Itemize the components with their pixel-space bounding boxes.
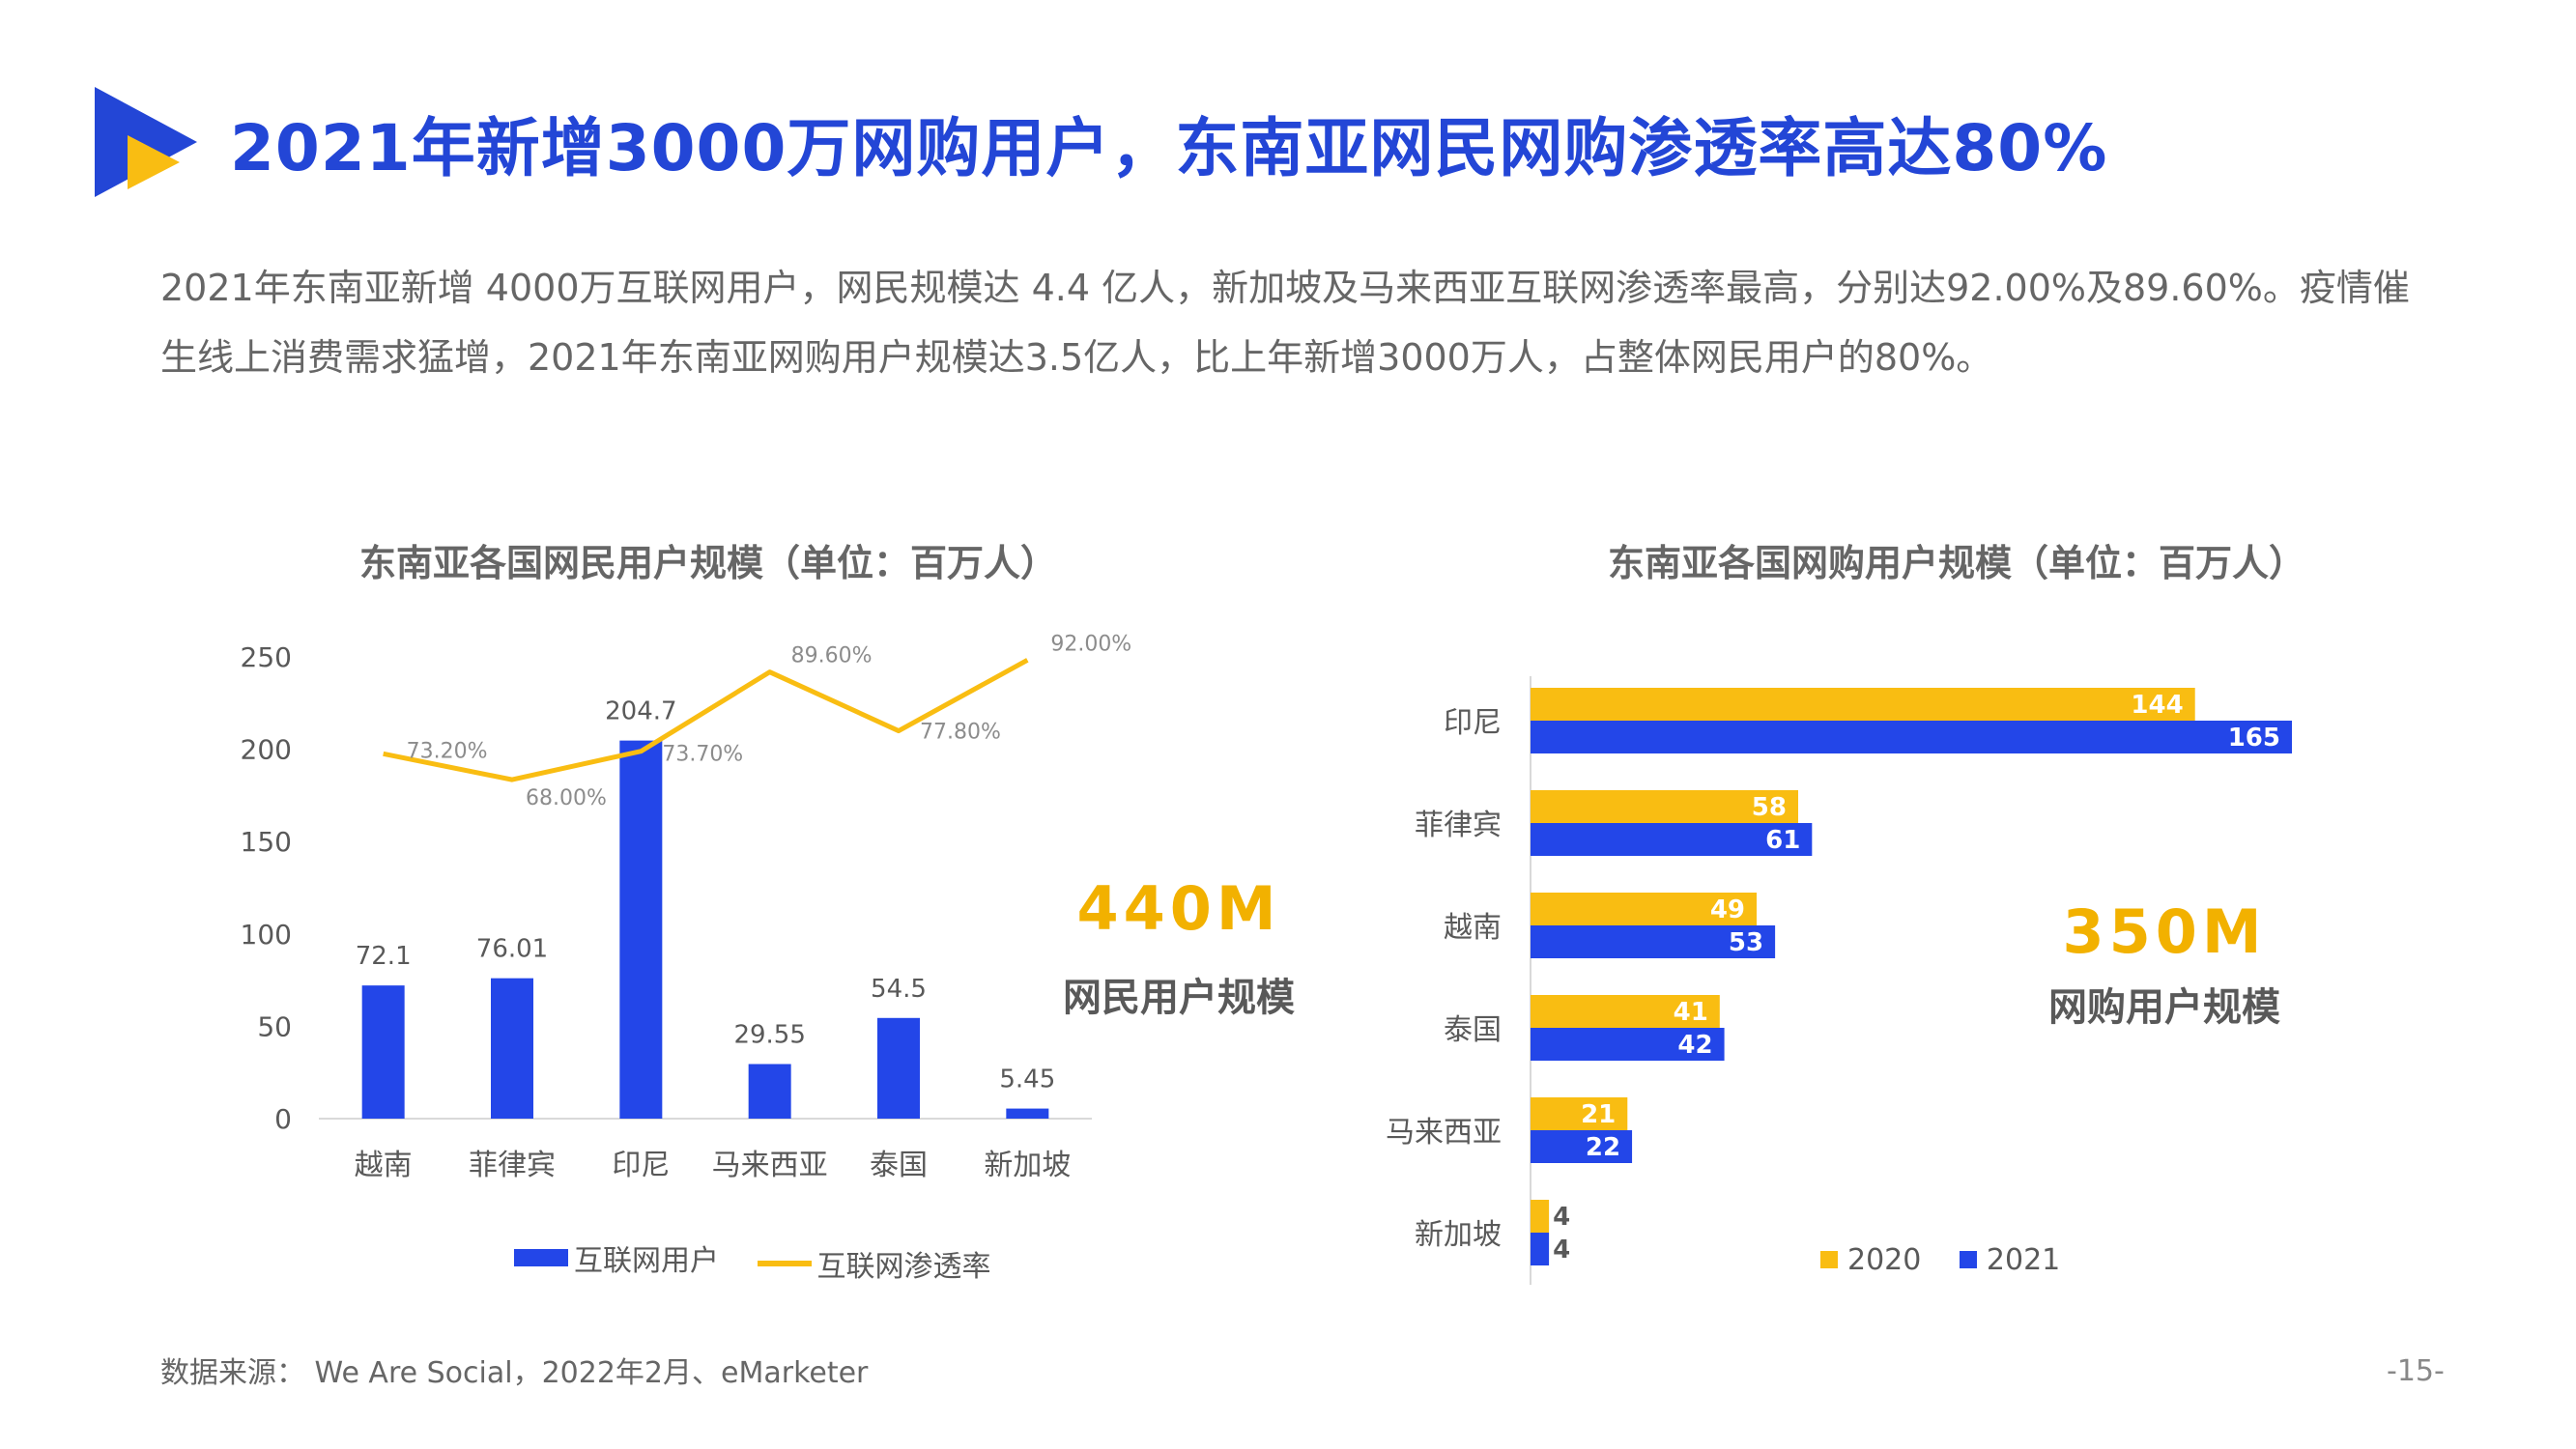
line-penetration-rate <box>383 658 1029 782</box>
line-data-label: 89.60% <box>791 644 873 668</box>
bar-data-label: 4 <box>1553 1236 1570 1264</box>
bar-data-label: 49 <box>1710 895 1745 924</box>
y-tick-label: 泰国 <box>1444 1013 1502 1047</box>
legend-label: 互联网渗透率 <box>816 1250 991 1284</box>
y-tick-label: 250 <box>241 641 292 673</box>
legend-label: 2021 <box>1986 1242 2061 1277</box>
bar-2021 <box>1531 925 1776 958</box>
left-chart-legend: 互联网用户 互联网渗透率 <box>514 1236 1020 1285</box>
bar-data-label: 5.45 <box>999 1065 1055 1094</box>
bar-data-label: 42 <box>1677 1031 1712 1060</box>
kpi-internet-users-label: 网民用户规模 <box>1063 976 1295 1020</box>
kpi-online-shoppers-value: 350M <box>2062 896 2267 967</box>
bar-data-label: 76.01 <box>476 935 548 964</box>
line-data-label: 92.00% <box>1050 632 1131 656</box>
bar-data-label: 4 <box>1553 1203 1570 1232</box>
brand-logo-icon <box>95 87 197 197</box>
bar-data-label: 54.5 <box>871 975 927 1004</box>
bar-data-label: 58 <box>1752 793 1787 822</box>
legend-item-2021: 2021 <box>1959 1242 2061 1277</box>
legend-swatch-line <box>757 1261 812 1266</box>
line-data-label: 73.70% <box>662 743 743 767</box>
bar-2020 <box>1531 688 2195 721</box>
left-combo-chart: 0 50 100 150 200 250 越南 菲律宾 印尼 马来西亚 泰国 新加坡 72.1 76.01… <box>241 632 1132 1182</box>
bar-data-label: 29.55 <box>733 1021 805 1050</box>
bar-data-label: 41 <box>1674 998 1708 1027</box>
bar-2020 <box>1531 1200 1550 1233</box>
line-data-label: 68.00% <box>526 786 607 810</box>
right-chart-title: 东南亚各国网购用户规模（单位：百万人） <box>1608 542 2306 584</box>
bar-data-label: 21 <box>1581 1100 1616 1129</box>
legend-label: 2020 <box>1847 1242 1922 1277</box>
left-chart-title: 东南亚各国网民用户规模（单位：百万人） <box>359 542 1058 584</box>
y-tick-label: 0 <box>274 1103 292 1135</box>
legend-item-internet-users: 互联网用户 <box>514 1236 719 1279</box>
bar-2021 <box>1531 1233 1550 1265</box>
y-tick-label: 马来西亚 <box>1386 1116 1502 1150</box>
y-tick-label: 新加坡 <box>1415 1218 1502 1252</box>
bar-2020 <box>1531 790 1798 823</box>
kpi-internet-users-value: 440M <box>1076 873 1281 944</box>
bar-internet-users <box>361 985 405 1119</box>
x-tick-label: 印尼 <box>612 1149 670 1182</box>
bar-internet-users <box>619 740 663 1119</box>
right-chart-legend: 2020 2021 <box>1820 1242 2089 1277</box>
bar-data-label: 165 <box>2228 724 2280 753</box>
y-tick-label: 50 <box>257 1010 292 1042</box>
legend-swatch-2020 <box>1820 1251 1838 1268</box>
bar-2020 <box>1531 1097 1628 1130</box>
legend-item-penetration-rate: 互联网渗透率 <box>757 1242 991 1285</box>
bar-2021 <box>1531 1028 1725 1061</box>
bar-data-label: 22 <box>1586 1133 1620 1162</box>
x-tick-label: 新加坡 <box>984 1149 1071 1182</box>
y-tick-label: 100 <box>241 919 292 951</box>
intro-paragraph: 2021年东南亚新增 4000万互联网用户，网民规模达 4.4 亿人，新加坡及马… <box>160 267 2410 379</box>
legend-item-2020: 2020 <box>1820 1243 1921 1277</box>
bar-data-label: 53 <box>1729 928 1763 957</box>
line-data-label: 77.80% <box>920 721 1001 745</box>
bar-2021 <box>1531 721 2292 753</box>
legend-label: 互联网用户 <box>574 1244 719 1278</box>
bar-data-label: 72.1 <box>356 942 412 971</box>
x-tick-label: 泰国 <box>870 1149 928 1182</box>
bar-internet-users <box>748 1064 791 1119</box>
legend-swatch-2021 <box>1959 1251 1977 1268</box>
bar-internet-users <box>491 978 533 1119</box>
bar-2020 <box>1531 995 1720 1028</box>
y-tick-label: 200 <box>241 734 292 766</box>
y-tick-label: 越南 <box>1444 911 1502 945</box>
legend-swatch-bar <box>514 1249 568 1266</box>
x-tick-label: 马来西亚 <box>712 1149 828 1182</box>
bar-2021 <box>1531 823 1813 856</box>
kpi-online-shoppers-label: 网购用户规模 <box>2048 985 2280 1030</box>
y-tick-label: 印尼 <box>1444 706 1502 740</box>
y-tick-label: 150 <box>241 826 292 858</box>
bar-2020 <box>1531 893 1758 925</box>
bar-internet-users <box>1006 1108 1049 1119</box>
bar-data-label: 61 <box>1765 826 1800 855</box>
x-tick-label: 菲律宾 <box>469 1149 556 1182</box>
page-number: -15- <box>2387 1354 2445 1388</box>
line-data-label: 73.20% <box>407 739 488 763</box>
bar-data-label: 144 <box>2131 691 2183 720</box>
y-tick-label: 菲律宾 <box>1415 809 1502 842</box>
bar-internet-users <box>877 1017 920 1119</box>
right-horizontal-bar-chart: 印尼 144 165 菲律宾 58 61 越南 49 53 泰国 41 42 马来西亚 21 22 新加坡 4 4 <box>1386 676 2292 1285</box>
bar-data-label: 204.7 <box>605 697 676 726</box>
page-title: 2021年新增3000万网购用户，东南亚网民网购渗透率高达80% <box>230 111 2108 185</box>
bar-2021 <box>1531 1130 1633 1163</box>
x-tick-label: 越南 <box>355 1149 413 1182</box>
data-source-note: 数据来源： We Are Social，2022年2月、eMarketer <box>160 1356 869 1390</box>
